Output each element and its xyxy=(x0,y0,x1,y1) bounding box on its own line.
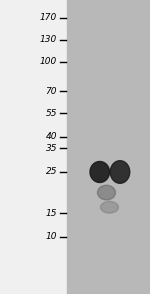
Ellipse shape xyxy=(98,185,116,200)
Bar xyxy=(0,0,66,294)
Text: 100: 100 xyxy=(40,57,57,66)
Text: 25: 25 xyxy=(45,168,57,176)
Text: 70: 70 xyxy=(45,87,57,96)
Text: 40: 40 xyxy=(45,132,57,141)
Text: 35: 35 xyxy=(45,144,57,153)
Text: 130: 130 xyxy=(40,35,57,44)
Ellipse shape xyxy=(90,161,110,183)
Ellipse shape xyxy=(110,161,130,183)
Text: 170: 170 xyxy=(40,13,57,22)
Bar xyxy=(67,0,150,294)
Text: 55: 55 xyxy=(45,109,57,118)
Text: 10: 10 xyxy=(45,232,57,241)
Ellipse shape xyxy=(100,201,118,213)
Text: 15: 15 xyxy=(45,209,57,218)
